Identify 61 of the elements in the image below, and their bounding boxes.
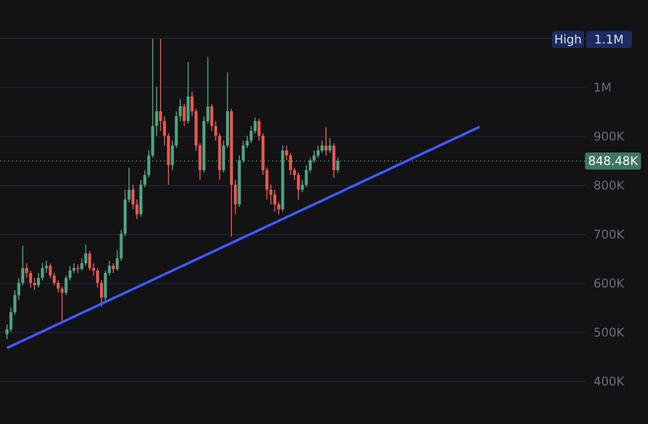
annotation: High xyxy=(554,32,582,46)
candlestick xyxy=(88,250,92,272)
candlestick xyxy=(131,184,134,210)
candlestick xyxy=(40,262,44,281)
candlestick xyxy=(206,56,210,124)
candlestick xyxy=(25,262,28,278)
candlestick xyxy=(92,262,96,276)
y-tick-label: 1M xyxy=(594,80,612,94)
candlestick xyxy=(68,265,72,281)
candlestick xyxy=(64,274,68,296)
candlestick xyxy=(320,140,324,154)
candlestick xyxy=(155,86,158,136)
candlestick xyxy=(5,324,8,340)
candlestick xyxy=(100,280,103,308)
candlestick xyxy=(44,260,48,274)
candlestick xyxy=(108,260,111,276)
candlestick xyxy=(13,290,16,316)
candlestick xyxy=(273,189,276,212)
candlestick xyxy=(128,167,131,202)
candlestick xyxy=(285,145,288,161)
y-tick-label: 400K xyxy=(594,374,626,388)
candlestick xyxy=(56,280,60,294)
candlestick xyxy=(182,103,186,126)
candlestick xyxy=(159,38,162,132)
candlestick xyxy=(269,184,272,205)
candlestick xyxy=(96,268,100,288)
candlestick xyxy=(292,167,296,180)
candlestick xyxy=(178,98,182,122)
candlestick xyxy=(116,249,119,272)
y-tick-label: 700K xyxy=(594,227,626,242)
candlestick xyxy=(234,179,237,215)
line-series xyxy=(6,126,481,350)
y-tick-label: 800K xyxy=(594,178,626,192)
candlestick xyxy=(265,167,268,200)
candlestick xyxy=(9,306,12,332)
candlestick xyxy=(324,126,328,156)
y-tick-label: 600K xyxy=(594,276,626,290)
y-tick-label: 500K xyxy=(594,325,626,340)
candlestick xyxy=(135,199,138,220)
candlestick xyxy=(250,125,253,144)
y-tick-label: 900K xyxy=(594,129,626,144)
candlestick xyxy=(328,138,332,154)
candlestick xyxy=(60,286,64,322)
candlestick xyxy=(163,116,166,146)
candlestick xyxy=(29,270,32,288)
candlestick xyxy=(258,118,261,142)
candlestick xyxy=(76,264,80,274)
candlestick xyxy=(316,145,320,158)
candlestick xyxy=(143,170,146,188)
text: 1.1M xyxy=(594,32,624,46)
candlestick xyxy=(190,91,194,117)
candlestick xyxy=(72,262,76,274)
ref-line-label: 848.48K xyxy=(588,154,640,168)
candlestick xyxy=(84,244,88,266)
candlestick xyxy=(254,117,257,134)
candlestick xyxy=(300,179,304,193)
candlestick xyxy=(289,152,292,176)
candlestick xyxy=(112,262,115,274)
candlestick xyxy=(296,172,300,200)
candlestick xyxy=(36,272,40,288)
candlestick xyxy=(33,277,36,291)
